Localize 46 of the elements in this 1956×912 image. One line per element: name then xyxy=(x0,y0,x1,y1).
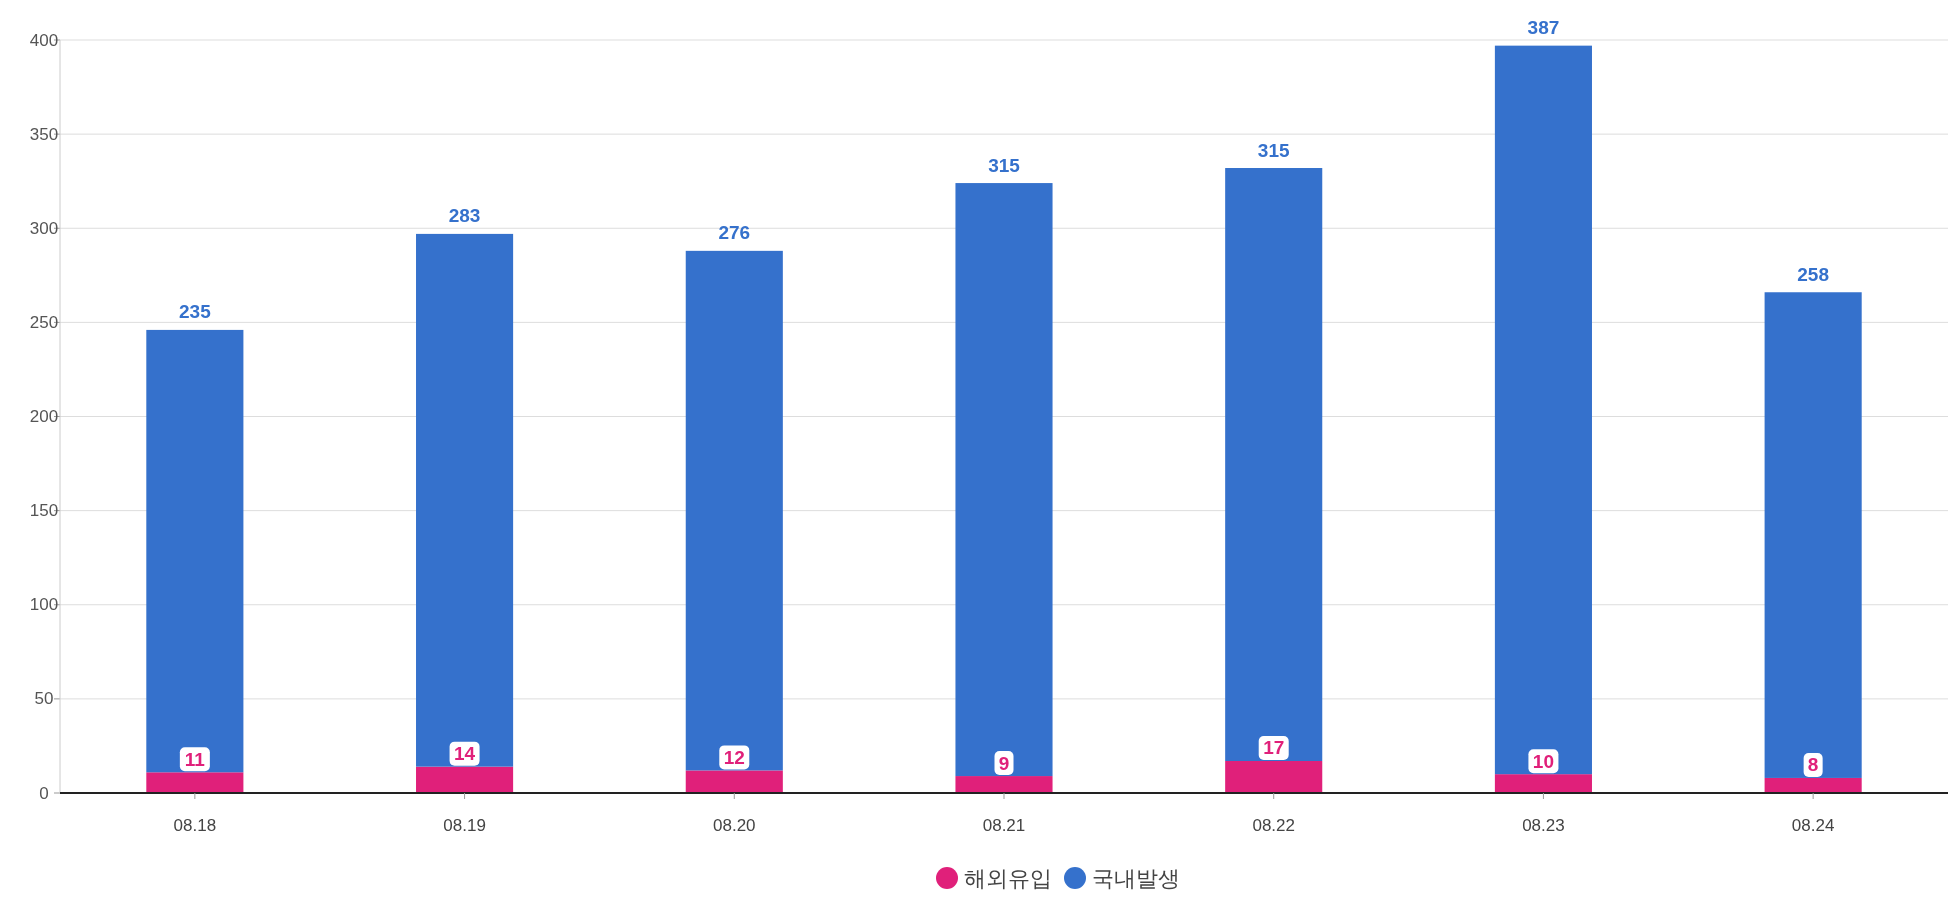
y-tick-label: 150 xyxy=(29,501,59,521)
data-label: 14 xyxy=(454,743,476,765)
x-tick-label: 08.18 xyxy=(173,815,217,835)
data-label: 387 xyxy=(1527,17,1560,39)
bar xyxy=(955,776,1053,793)
y-tick-label: 400 xyxy=(29,30,59,50)
y-tick-label: 350 xyxy=(29,124,59,144)
legend-label: 국내발생 xyxy=(1092,865,1180,891)
data-label: 315 xyxy=(1257,139,1290,161)
y-tick-label: 50 xyxy=(34,689,54,709)
y-tick-label: 200 xyxy=(29,407,59,426)
y-tick-label: 300 xyxy=(29,218,59,238)
data-label: 12 xyxy=(723,746,745,768)
bar xyxy=(685,250,783,771)
bar xyxy=(146,772,244,793)
legend-label: 해외유입 xyxy=(964,865,1052,891)
bar xyxy=(955,183,1053,777)
bar xyxy=(1494,45,1592,775)
bar xyxy=(1764,292,1862,778)
data-label: 315 xyxy=(988,154,1021,176)
data-label: 276 xyxy=(718,222,751,244)
data-label: 9 xyxy=(998,752,1010,774)
bar xyxy=(416,233,514,767)
x-tick-label: 08.19 xyxy=(443,815,486,835)
x-tick-label: 08.24 xyxy=(1791,815,1835,835)
bar xyxy=(1494,774,1592,793)
data-label: 11 xyxy=(184,748,206,770)
x-tick-label: 08.22 xyxy=(1252,815,1295,835)
y-tick-label: 100 xyxy=(29,595,59,615)
data-label: 8 xyxy=(1807,754,1819,776)
data-label: 283 xyxy=(448,205,481,227)
bar xyxy=(146,329,244,773)
y-tick-label: 250 xyxy=(29,312,59,332)
x-tick-label: 08.21 xyxy=(982,815,1026,835)
data-label: 235 xyxy=(179,301,212,323)
data-label: 258 xyxy=(1797,263,1829,285)
data-label: 10 xyxy=(1532,750,1554,772)
data-label: 17 xyxy=(1263,737,1285,759)
bar xyxy=(1764,777,1862,793)
x-tick-label: 08.23 xyxy=(1522,815,1565,835)
x-tick-label: 08.20 xyxy=(713,815,756,835)
bar xyxy=(1225,168,1323,761)
bar xyxy=(1225,761,1323,793)
y-tick-label: 0 xyxy=(39,783,49,803)
bar xyxy=(685,770,783,793)
bar xyxy=(416,766,514,793)
